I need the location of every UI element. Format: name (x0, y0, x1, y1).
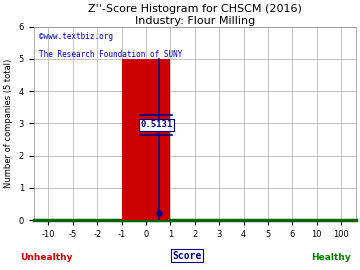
Text: The Research Foundation of SUNY: The Research Foundation of SUNY (39, 50, 182, 59)
Text: ©www.textbiz.org: ©www.textbiz.org (39, 32, 113, 41)
Text: 0.5131: 0.5131 (140, 120, 173, 129)
Text: Unhealthy: Unhealthy (21, 254, 73, 262)
Bar (122, 59, 170, 220)
Y-axis label: Number of companies (5 total): Number of companies (5 total) (4, 59, 13, 188)
Text: Score: Score (172, 251, 202, 261)
Text: Healthy: Healthy (311, 254, 351, 262)
Title: Z''-Score Histogram for CHSCM (2016)
Industry: Flour Milling: Z''-Score Histogram for CHSCM (2016) Ind… (88, 4, 302, 26)
